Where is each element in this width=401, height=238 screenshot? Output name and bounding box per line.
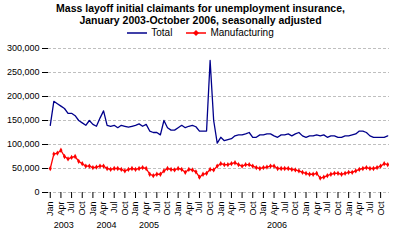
svg-text:250,000: 250,000 xyxy=(7,67,40,77)
svg-text:Jul: Jul xyxy=(66,202,76,214)
svg-text:Oct: Oct xyxy=(290,201,300,216)
svg-text:Apr: Apr xyxy=(141,202,151,216)
svg-text:Jul: Jul xyxy=(152,202,162,214)
svg-text:100,000: 100,000 xyxy=(7,139,40,149)
svg-text:Apr: Apr xyxy=(269,202,279,216)
html-text:Manufacturing: Manufacturing xyxy=(210,27,274,38)
svg-text:Jan: Jan xyxy=(301,202,311,217)
svg-text:Jul: Jul xyxy=(109,202,119,214)
svg-text:Jul: Jul xyxy=(322,202,332,214)
svg-text:Apr: Apr xyxy=(312,202,322,216)
svg-text:150,000: 150,000 xyxy=(7,115,40,125)
svg-text:Apr: Apr xyxy=(98,202,108,216)
svg-text:Oct: Oct xyxy=(248,201,258,216)
svg-text:Oct: Oct xyxy=(162,201,172,216)
svg-text:Jul: Jul xyxy=(365,202,375,214)
svg-text:200,000: 200,000 xyxy=(7,91,40,101)
svg-text:2003: 2003 xyxy=(54,220,74,230)
svg-text:Apr: Apr xyxy=(226,202,236,216)
html-text:Total: Total xyxy=(151,27,173,38)
svg-text:300,000: 300,000 xyxy=(7,43,40,53)
svg-text:2006: 2006 xyxy=(267,220,287,230)
svg-text:Jan: Jan xyxy=(344,202,354,217)
svg-text:Jan: Jan xyxy=(130,202,140,217)
svg-text:Jan: Jan xyxy=(45,202,55,217)
svg-text:Apr: Apr xyxy=(354,202,364,216)
svg-text:Jan: Jan xyxy=(258,202,268,217)
svg-text:2004: 2004 xyxy=(96,220,116,230)
svg-text:Oct: Oct xyxy=(333,201,343,216)
svg-text:Oct: Oct xyxy=(77,201,87,216)
svg-text:Jan: Jan xyxy=(88,202,98,217)
svg-text:2005: 2005 xyxy=(139,220,159,230)
svg-text:Jul: Jul xyxy=(280,202,290,214)
svg-text:Jan: Jan xyxy=(173,202,183,217)
svg-text:Jul: Jul xyxy=(194,202,204,214)
svg-text:Jan: Jan xyxy=(216,202,226,217)
svg-text:0: 0 xyxy=(34,187,39,197)
svg-text:50,000: 50,000 xyxy=(12,163,40,173)
svg-text:Oct: Oct xyxy=(120,201,130,216)
svg-text:Jul: Jul xyxy=(237,202,247,214)
html-text:Mass layoff initial claimants: Mass layoff initial claimants for unempl… xyxy=(56,2,345,26)
svg-text:Oct: Oct xyxy=(375,201,385,216)
svg-text:Apr: Apr xyxy=(184,202,194,216)
svg-text:Apr: Apr xyxy=(56,202,66,216)
svg-text:Oct: Oct xyxy=(205,201,215,216)
